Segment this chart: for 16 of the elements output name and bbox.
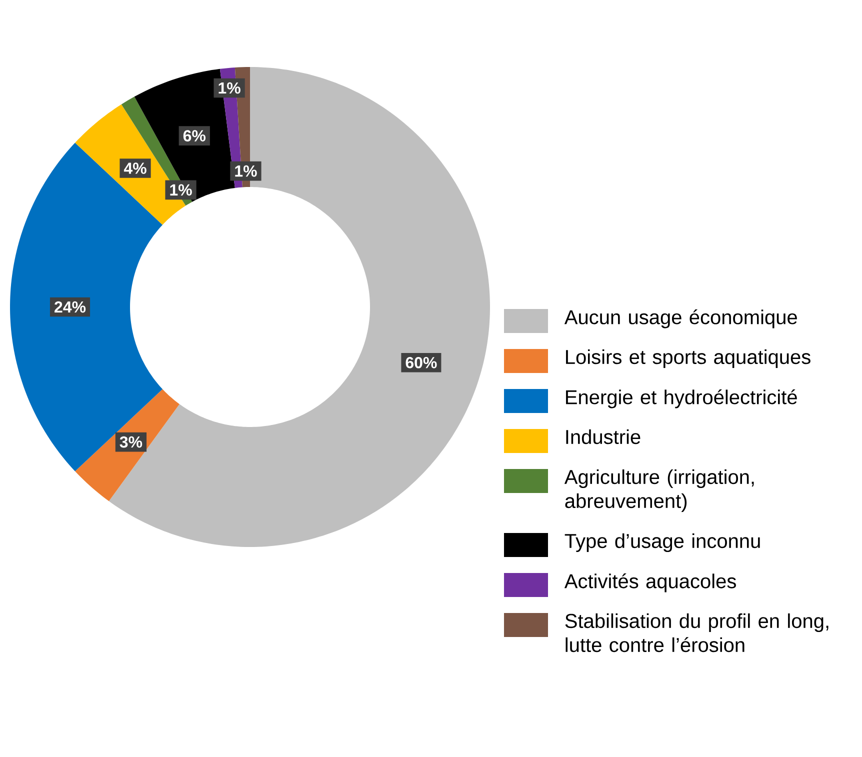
data-label: 1% xyxy=(235,165,257,177)
data-label: 1% xyxy=(218,82,240,94)
data-label: 1% xyxy=(170,184,192,196)
legend-label: Aucun usage économique xyxy=(564,309,797,328)
data-label: 24% xyxy=(54,301,86,313)
legend-label: Activités aquacoles xyxy=(564,573,736,592)
data-label: 6% xyxy=(183,130,206,142)
legend-label: Type d’usage inconnu xyxy=(564,533,760,552)
data-label: 60% xyxy=(406,356,437,368)
data-label: 4% xyxy=(124,162,146,174)
legend-label: Stabilisation du profil en long, lutte contre l’érosion xyxy=(565,613,828,652)
legend-label: Industrie xyxy=(566,429,640,444)
data-label: 3% xyxy=(120,436,142,448)
legend-label: Agriculture (irrigation, abreuvement) xyxy=(564,469,754,512)
legend-label: Loisirs et sports aquatiques xyxy=(566,349,810,368)
legend-label: Energie et hydroélectricité xyxy=(566,389,797,408)
